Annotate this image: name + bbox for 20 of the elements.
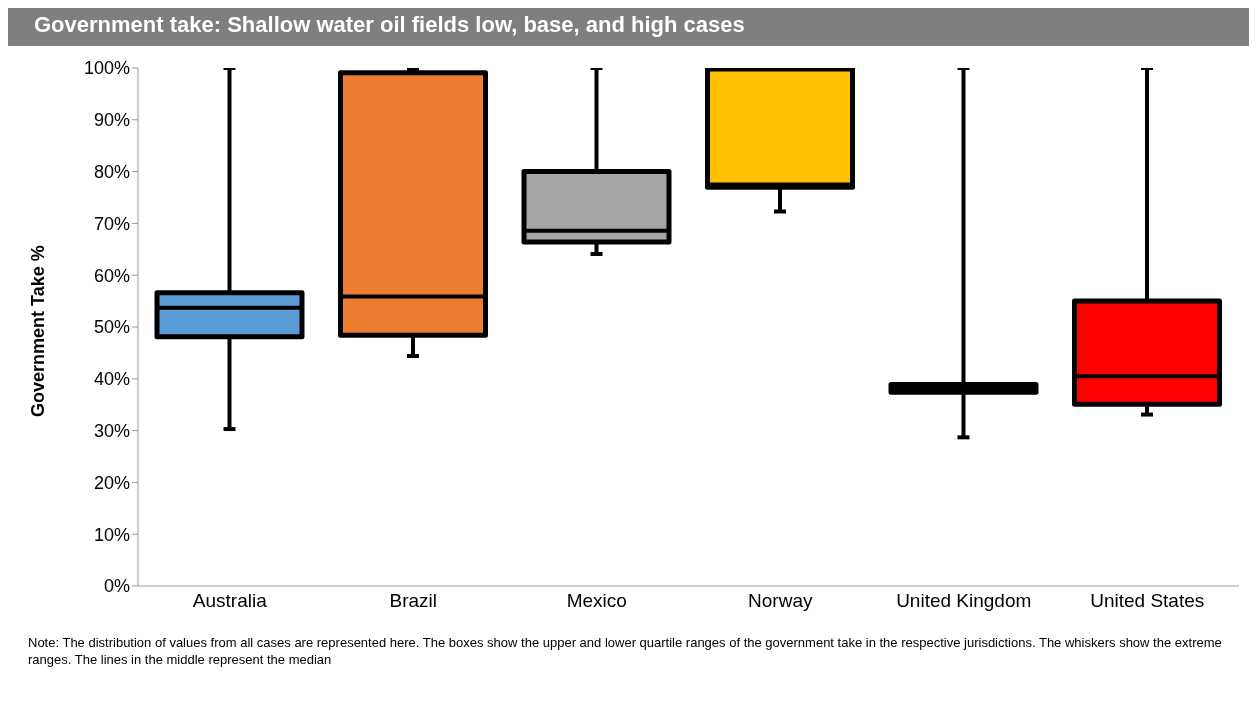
x-tick-label: Norway [748,590,813,612]
chart-title: Government take: Shallow water oil fields low, base, and high cases [8,8,1249,46]
y-tick-label: 50% [93,317,130,338]
y-tick-label: 40% [93,369,130,390]
y-axis-title: Government Take % [28,245,49,417]
y-tick-label: 30% [93,420,130,441]
x-tick-label: Mexico [566,590,627,612]
x-tick-label: United States [1090,590,1205,612]
y-tick-label: 10% [93,524,130,545]
y-tick-label: 100% [83,58,130,79]
text: Note: The distribution of values from all cases are represented here. The boxes show the upper and lower quartile ranges of the government take in the respective jurisdictions. The whiskers show the extreme ranges. The lines in the middle represent the median [28,634,1223,668]
y-tick-label: 90% [93,110,130,131]
y-tick-label: 60% [93,265,130,286]
y-tick-label: 80% [93,161,130,182]
x-tick-label: Australia [192,590,268,612]
y-tick-label: 20% [93,472,130,493]
x-tick-label: Brazil [389,590,438,612]
x-tick-label: United Kingdom [896,590,1032,612]
y-tick-label: 0% [103,576,130,597]
y-tick-label: 70% [93,213,130,234]
